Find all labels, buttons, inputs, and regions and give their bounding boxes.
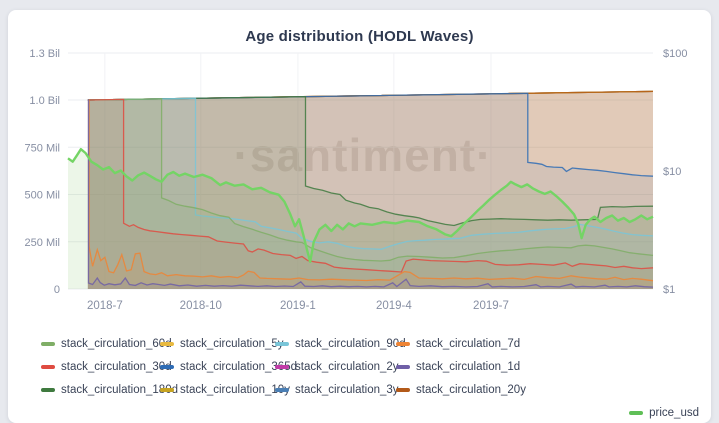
legend-swatch-stack_circulation_365d — [160, 364, 174, 369]
legend-item-price_usd[interactable]: price_usd — [629, 404, 699, 421]
stack_circulation_90d-area — [87, 98, 653, 289]
legend-swatch-stack_circulation_3y — [275, 387, 289, 392]
legend-label: stack_circulation_180d — [61, 383, 178, 396]
legend-label: stack_circulation_90d — [295, 337, 406, 350]
legend-swatch-stack_circulation_30d — [41, 364, 55, 369]
legend-label: stack_circulation_60d — [61, 337, 172, 350]
y-right-tick-label: $1 — [663, 284, 675, 296]
price-area — [68, 149, 653, 289]
y-left-tick-label: 1.0 Bil — [29, 95, 60, 107]
legend-item-stack_circulation_10y[interactable]: stack_circulation_10y — [160, 381, 290, 398]
x-tick-label: 2019-1 — [280, 300, 316, 312]
y-right-tick-label: $10 — [663, 166, 681, 178]
legend-item-stack_circulation_30d[interactable]: stack_circulation_30d — [41, 358, 172, 375]
legend-swatch-stack_circulation_2y — [275, 364, 289, 369]
y-left-tick-label: 0 — [54, 284, 60, 296]
y-right-tick-label: $100 — [663, 48, 687, 60]
legend-label: price_usd — [649, 406, 699, 419]
legend-label: stack_circulation_3y — [295, 383, 399, 396]
stack_circulation_60d-area — [87, 98, 653, 289]
legend-label: stack_circulation_20y — [416, 383, 526, 396]
y-left-tick-label: 750 Mil — [25, 142, 60, 154]
legend-swatch-stack_circulation_10y — [160, 387, 174, 392]
legend-label: stack_circulation_30d — [61, 360, 172, 373]
legend-label: stack_circulation_365d — [180, 360, 297, 373]
legend-swatch-stack_circulation_7d — [396, 341, 410, 346]
legend-swatch-stack_circulation_60d — [41, 341, 55, 346]
chart-card: Age distribution (HODL Waves) ·santiment… — [8, 10, 711, 423]
legend-item-stack_circulation_3y[interactable]: stack_circulation_3y — [275, 381, 399, 398]
stack_circulation_3y-area — [87, 91, 653, 290]
legend-swatch-stack_circulation_20y — [396, 387, 410, 392]
legend-item-stack_circulation_5y[interactable]: stack_circulation_5y — [160, 335, 284, 352]
stack_circulation_90d-line — [87, 97, 654, 250]
stack_circulation_180d-area — [87, 96, 653, 289]
legend-label: stack_circulation_2y — [295, 360, 399, 373]
legend-swatch-stack_circulation_1d — [396, 364, 410, 369]
legend-item-stack_circulation_7d[interactable]: stack_circulation_7d — [396, 335, 699, 352]
stack_circulation_20y-area — [87, 91, 653, 290]
stack_circulation_365d-line — [87, 92, 654, 177]
legend-label: stack_circulation_1d — [416, 360, 521, 373]
stack_circulation_7d-line — [87, 99, 654, 282]
legend-item-stack_circulation_1d[interactable]: stack_circulation_1d — [396, 358, 699, 375]
legend-swatch-stack_circulation_90d — [275, 341, 289, 346]
legend-swatch-stack_circulation_180d — [41, 387, 55, 392]
legend-label: stack_circulation_10y — [180, 383, 290, 396]
legend-label: stack_circulation_7d — [416, 337, 521, 350]
legend-item-stack_circulation_20y[interactable]: stack_circulation_20y — [396, 381, 699, 398]
y-left-tick-label: 500 Mil — [25, 190, 60, 202]
legend-price-row: price_usd — [41, 404, 699, 421]
stack_circulation_30d-line — [87, 98, 654, 273]
legend-item-stack_circulation_60d[interactable]: stack_circulation_60d — [41, 335, 172, 352]
legend-swatch-stack_circulation_5y — [160, 341, 174, 346]
y-left-tick-label: 1.3 Bil — [29, 48, 60, 60]
legend-item-stack_circulation_180d[interactable]: stack_circulation_180d — [41, 381, 178, 398]
stack_circulation_2y-area — [87, 91, 653, 290]
x-tick-label: 2018-7 — [87, 300, 123, 312]
stack_circulation_10y-area — [87, 91, 653, 290]
legend-item-stack_circulation_365d[interactable]: stack_circulation_365d — [160, 358, 297, 375]
legend-swatch-price_usd — [629, 410, 644, 415]
x-tick-label: 2018-10 — [180, 300, 222, 312]
legend-item-stack_circulation_90d[interactable]: stack_circulation_90d — [275, 335, 406, 352]
chart-title: Age distribution (HODL Waves) — [245, 28, 474, 45]
stack_circulation_180d-line — [87, 95, 654, 227]
y-left-tick-label: 250 Mil — [25, 237, 60, 249]
legend-grid: stack_circulation_60d stack_circulation_5… — [41, 335, 699, 398]
stack_circulation_1d-line — [87, 99, 654, 288]
stack_circulation_60d-line — [87, 98, 654, 262]
chart-legend: stack_circulation_60d stack_circulation_5… — [41, 335, 699, 421]
price-usd-line — [67, 148, 654, 263]
x-tick-label: 2019-4 — [376, 300, 412, 312]
legend-label: stack_circulation_5y — [180, 337, 284, 350]
legend-item-stack_circulation_2y[interactable]: stack_circulation_2y — [275, 358, 399, 375]
stack_circulation_5y-area — [87, 91, 653, 290]
x-tick-label: 2019-7 — [473, 300, 509, 312]
stack_circulation_365d-area — [87, 93, 653, 289]
